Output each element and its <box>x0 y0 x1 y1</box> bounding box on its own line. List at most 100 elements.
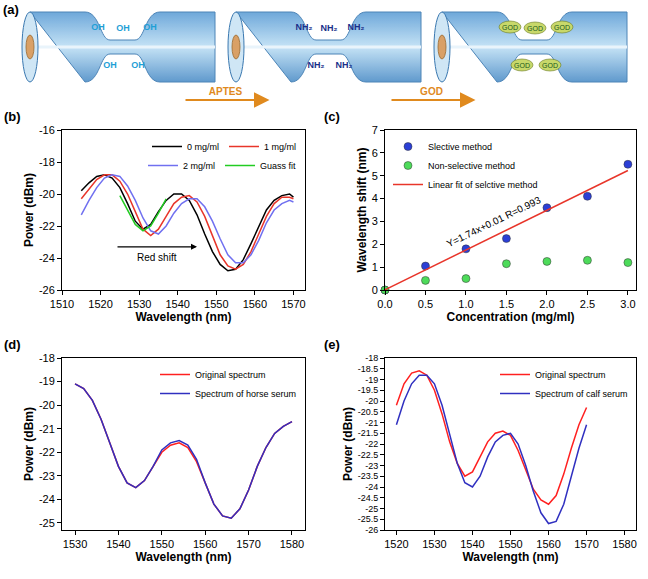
svg-text:3: 3 <box>372 215 378 227</box>
svg-text:1580: 1580 <box>280 538 304 550</box>
svg-text:-25: -25 <box>365 504 378 514</box>
svg-text:GOD: GOD <box>420 86 443 97</box>
svg-text:NH₂: NH₂ <box>308 60 325 70</box>
svg-text:-21.5: -21.5 <box>358 428 379 438</box>
svg-text:Guass fit: Guass fit <box>260 161 296 171</box>
svg-text:-22: -22 <box>39 220 55 232</box>
svg-text:(b): (b) <box>4 110 21 124</box>
svg-text:-16: -16 <box>39 124 55 136</box>
svg-text:1550: 1550 <box>150 538 174 550</box>
svg-text:-19: -19 <box>365 375 378 385</box>
svg-text:1530: 1530 <box>63 538 87 550</box>
svg-text:1530: 1530 <box>422 538 446 550</box>
svg-text:-20: -20 <box>39 399 55 411</box>
svg-text:-18: -18 <box>39 352 55 364</box>
svg-text:Power (dBm): Power (dBm) <box>22 173 36 247</box>
svg-text:0: 0 <box>372 284 378 296</box>
svg-text:2 mg/ml: 2 mg/ml <box>183 161 215 171</box>
svg-text:1580: 1580 <box>612 538 636 550</box>
svg-text:1520: 1520 <box>88 298 112 310</box>
svg-text:NH₂: NH₂ <box>348 22 365 32</box>
svg-text:GOD: GOD <box>542 62 558 69</box>
svg-text:2.0: 2.0 <box>539 298 554 310</box>
svg-text:-21: -21 <box>365 418 378 428</box>
svg-text:-23: -23 <box>365 461 378 471</box>
svg-text:-22: -22 <box>39 446 55 458</box>
svg-text:GOD: GOD <box>527 25 543 32</box>
svg-text:1560: 1560 <box>193 538 217 550</box>
svg-text:0.5: 0.5 <box>418 298 433 310</box>
svg-text:-19.5: -19.5 <box>358 385 379 395</box>
svg-text:Slective method: Slective method <box>428 142 492 152</box>
svg-text:1570: 1570 <box>236 538 260 550</box>
svg-text:-23: -23 <box>39 470 55 482</box>
svg-text:2: 2 <box>372 238 378 250</box>
svg-text:4: 4 <box>372 192 378 204</box>
svg-text:(e): (e) <box>324 337 340 352</box>
svg-text:0 mg/ml: 0 mg/ml <box>187 142 219 152</box>
svg-text:OH: OH <box>143 22 157 32</box>
svg-text:Y=1.74x+0.01 R=0.993: Y=1.74x+0.01 R=0.993 <box>445 194 543 249</box>
svg-text:-25.5: -25.5 <box>358 514 379 524</box>
svg-text:3.0: 3.0 <box>620 298 635 310</box>
svg-text:Wavelength (nm): Wavelength (nm) <box>135 310 231 324</box>
svg-text:GOD: GOD <box>514 62 530 69</box>
svg-text:-24.5: -24.5 <box>358 493 379 503</box>
svg-text:Concentration (mg/ml): Concentration (mg/ml) <box>447 310 575 324</box>
svg-text:-18: -18 <box>365 353 378 363</box>
svg-text:Power (dBm): Power (dBm) <box>22 407 36 481</box>
svg-text:OH: OH <box>91 22 105 32</box>
svg-text:-20.5: -20.5 <box>358 407 379 417</box>
svg-text:7: 7 <box>372 124 378 136</box>
svg-text:1.0: 1.0 <box>458 298 473 310</box>
svg-text:0.0: 0.0 <box>377 298 392 310</box>
svg-text:APTES: APTES <box>209 86 243 97</box>
svg-text:Linear fit of selctive method: Linear fit of selctive method <box>428 180 538 190</box>
svg-text:1 mg/ml: 1 mg/ml <box>264 142 296 152</box>
svg-text:-23.5: -23.5 <box>358 471 379 481</box>
svg-text:-25: -25 <box>39 517 55 529</box>
svg-text:5: 5 <box>372 170 378 182</box>
svg-text:(a): (a) <box>3 2 19 17</box>
svg-text:1530: 1530 <box>127 298 151 310</box>
svg-text:-22: -22 <box>365 439 378 449</box>
svg-text:-24: -24 <box>39 252 55 264</box>
svg-text:2.5: 2.5 <box>580 298 595 310</box>
svg-text:Non-selective method: Non-selective method <box>428 161 515 171</box>
svg-text:-18: -18 <box>39 156 55 168</box>
svg-text:GOD: GOD <box>502 24 518 31</box>
svg-text:1540: 1540 <box>165 298 189 310</box>
svg-text:-26: -26 <box>365 525 378 535</box>
svg-text:NH₂: NH₂ <box>321 23 338 33</box>
svg-text:(c): (c) <box>324 110 340 124</box>
svg-text:1510: 1510 <box>50 298 74 310</box>
svg-text:-19: -19 <box>39 375 55 387</box>
svg-text:OH: OH <box>116 23 130 33</box>
svg-text:1560: 1560 <box>536 538 560 550</box>
svg-text:(d): (d) <box>4 337 21 352</box>
svg-text:1540: 1540 <box>106 538 130 550</box>
svg-text:Red shift: Red shift <box>137 252 177 263</box>
svg-text:1570: 1570 <box>574 538 598 550</box>
svg-text:1540: 1540 <box>460 538 484 550</box>
svg-text:1520: 1520 <box>384 538 408 550</box>
svg-text:Original spectrum: Original spectrum <box>535 370 606 380</box>
svg-text:-20: -20 <box>39 188 55 200</box>
svg-text:NH₂: NH₂ <box>296 22 313 32</box>
svg-text:1550: 1550 <box>498 538 522 550</box>
svg-text:1: 1 <box>372 261 378 273</box>
svg-text:1570: 1570 <box>281 298 305 310</box>
svg-text:1.5: 1.5 <box>499 298 514 310</box>
svg-text:Wavelength shift (nm): Wavelength shift (nm) <box>355 148 369 273</box>
svg-text:Spectrum of horse serum: Spectrum of horse serum <box>195 389 296 399</box>
svg-text:GOD: GOD <box>554 24 570 31</box>
svg-text:-21: -21 <box>39 423 55 435</box>
svg-text:Wavelength (nm): Wavelength (nm) <box>462 550 558 564</box>
svg-text:NH₂: NH₂ <box>336 60 353 70</box>
svg-text:-24: -24 <box>365 482 378 492</box>
svg-text:-22.5: -22.5 <box>358 450 379 460</box>
svg-text:-26: -26 <box>39 284 55 296</box>
svg-text:OH: OH <box>131 60 145 70</box>
svg-text:Spectrum of calf serum: Spectrum of calf serum <box>535 389 628 399</box>
svg-text:-18.5: -18.5 <box>358 364 379 374</box>
